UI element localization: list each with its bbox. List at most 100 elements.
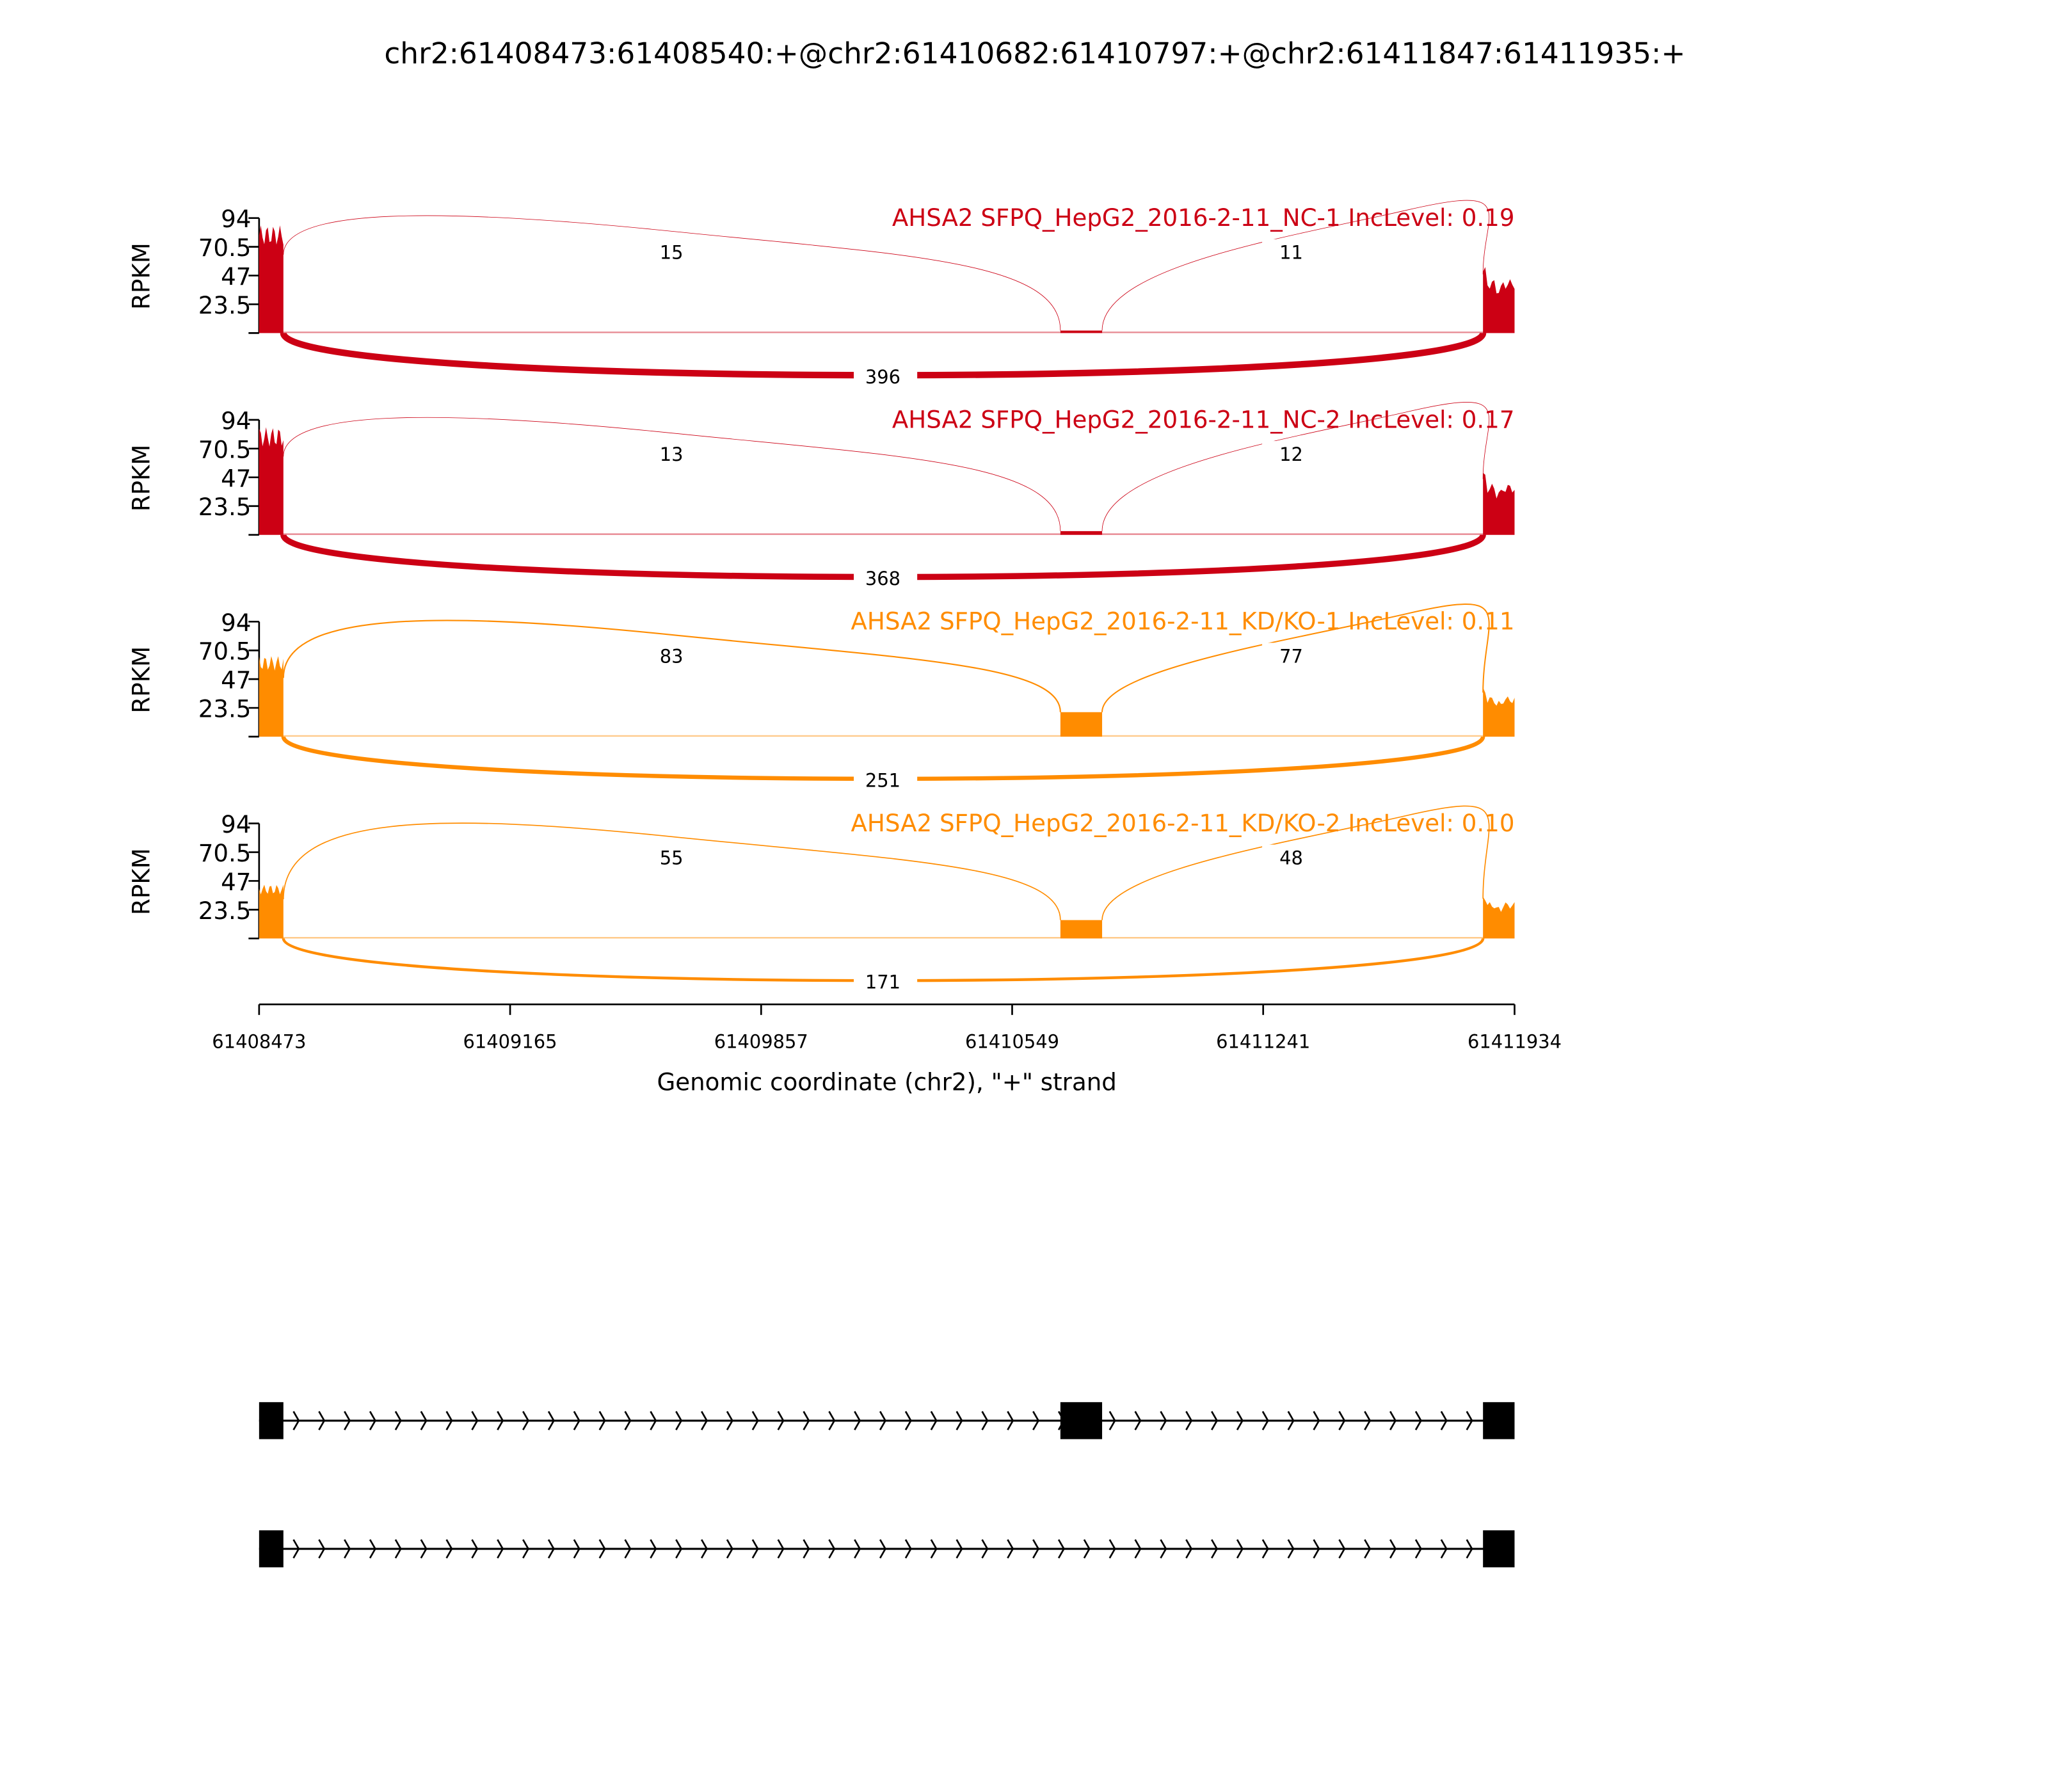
strand-arrow-icon bbox=[445, 1539, 453, 1559]
strand-arrow-icon bbox=[777, 1539, 785, 1559]
strand-arrow-icon bbox=[1083, 1539, 1091, 1559]
exon-box bbox=[1060, 1402, 1103, 1439]
strand-arrow-icon bbox=[726, 1539, 733, 1559]
junction-label-bg bbox=[1262, 441, 1320, 465]
junction-arc bbox=[1101, 402, 1490, 531]
sample-label: AHSA2 SFPQ_HepG2_2016-2-11_NC-1 IncLevel… bbox=[892, 204, 1515, 232]
strand-arrow-icon bbox=[573, 1539, 580, 1559]
junction-arc bbox=[1101, 805, 1490, 920]
strand-arrow-icon bbox=[981, 1411, 989, 1430]
x-axis-label: Genomic coordinate (chr2), "+" strand bbox=[657, 1069, 1116, 1096]
exon-coverage-area bbox=[1060, 920, 1103, 939]
junction-arc bbox=[283, 417, 1061, 531]
strand-arrow-icon bbox=[547, 1411, 555, 1430]
strand-arrow-icon bbox=[1338, 1539, 1346, 1559]
strand-arrow-icon bbox=[904, 1411, 912, 1430]
junction-count-label: 368 bbox=[865, 568, 900, 589]
strand-arrow-icon bbox=[751, 1539, 759, 1559]
exon-coverage-area bbox=[1060, 712, 1103, 737]
strand-arrow-icon bbox=[1389, 1411, 1396, 1430]
strand-arrow-icon bbox=[394, 1411, 402, 1430]
x-tick-label: 61411934 bbox=[1468, 1030, 1562, 1052]
strand-arrow-icon bbox=[573, 1411, 580, 1430]
junction-count-label: 15 bbox=[660, 242, 684, 264]
strand-arrow-icon bbox=[1057, 1539, 1065, 1559]
junction-count-label: 251 bbox=[865, 769, 900, 791]
strand-arrow-icon bbox=[318, 1539, 326, 1559]
strand-arrow-icon bbox=[854, 1411, 861, 1430]
strand-arrow-icon bbox=[879, 1411, 886, 1430]
exon-coverage-area bbox=[1483, 687, 1515, 737]
strand-arrow-icon bbox=[700, 1411, 708, 1430]
strand-arrow-icon bbox=[1211, 1539, 1219, 1559]
strand-arrow-icon bbox=[1364, 1539, 1372, 1559]
exon-coverage-area bbox=[259, 427, 284, 535]
strand-arrow-icon bbox=[1313, 1539, 1320, 1559]
y-axis-label: RPKM bbox=[127, 646, 155, 714]
strand-arrow-icon bbox=[1313, 1411, 1320, 1430]
sample-label: AHSA2 SFPQ_HepG2_2016-2-11_KD/KO-2 IncLe… bbox=[851, 810, 1514, 837]
y-tick-label: 47 bbox=[221, 263, 251, 291]
strand-arrow-icon bbox=[445, 1411, 453, 1430]
junction-label-bg bbox=[1262, 643, 1320, 667]
y-axis-label: RPKM bbox=[127, 848, 155, 915]
y-tick-label: 94 bbox=[221, 407, 251, 435]
junction-label-bg bbox=[854, 362, 918, 389]
junction-label-bg bbox=[642, 239, 701, 263]
strand-arrow-icon bbox=[522, 1411, 530, 1430]
strand-arrow-icon bbox=[1007, 1539, 1014, 1559]
x-tick-label: 61410549 bbox=[965, 1030, 1059, 1052]
exon-coverage-area bbox=[259, 225, 284, 333]
strand-arrow-icon bbox=[879, 1539, 886, 1559]
junction-label-bg bbox=[854, 564, 918, 591]
strand-arrow-icon bbox=[1211, 1411, 1219, 1430]
strand-arrow-icon bbox=[1261, 1411, 1269, 1430]
strand-arrow-icon bbox=[726, 1411, 733, 1430]
junction-count-label: 48 bbox=[1279, 847, 1303, 869]
y-tick-label: 23.5 bbox=[198, 696, 252, 723]
strand-arrow-icon bbox=[292, 1539, 300, 1559]
y-tick-label: 23.5 bbox=[198, 292, 252, 319]
strand-arrow-icon bbox=[1185, 1411, 1193, 1430]
strand-arrow-icon bbox=[420, 1539, 428, 1559]
strand-arrow-icon bbox=[956, 1539, 963, 1559]
x-tick-label: 61408473 bbox=[212, 1030, 306, 1052]
strand-arrow-icon bbox=[803, 1539, 810, 1559]
strand-arrow-icon bbox=[1414, 1411, 1422, 1430]
x-axis: 61408473 61409165 61409857 61410549 61411241… bbox=[212, 1003, 1562, 1052]
exon-coverage-area bbox=[1483, 267, 1515, 333]
strand-arrow-icon bbox=[598, 1411, 606, 1430]
y-tick-label: 70.5 bbox=[198, 638, 252, 666]
gene-model bbox=[259, 1402, 1515, 1567]
sample-label: AHSA2 SFPQ_HepG2_2016-2-11_KD/KO-1 IncLe… bbox=[851, 608, 1514, 636]
strand-arrow-icon bbox=[751, 1411, 759, 1430]
strand-arrow-icon bbox=[930, 1539, 938, 1559]
junction-count-label: 83 bbox=[660, 645, 684, 667]
junction-label-bg bbox=[642, 441, 701, 465]
strand-arrow-icon bbox=[675, 1411, 683, 1430]
strand-arrow-icon bbox=[1466, 1411, 1473, 1430]
strand-arrow-icon bbox=[369, 1411, 376, 1430]
strand-arrow-icon bbox=[1440, 1411, 1448, 1430]
strand-arrow-icon bbox=[1185, 1539, 1193, 1559]
junction-count-label: 55 bbox=[660, 847, 684, 869]
junction-arc bbox=[283, 215, 1061, 331]
transcript bbox=[259, 1402, 1515, 1439]
strand-arrow-icon bbox=[854, 1539, 861, 1559]
strand-arrow-icon bbox=[650, 1539, 657, 1559]
strand-arrow-icon bbox=[956, 1411, 963, 1430]
strand-arrow-icon bbox=[420, 1411, 428, 1430]
y-axis-label: RPKM bbox=[127, 243, 155, 310]
exon-box bbox=[1483, 1530, 1515, 1567]
strand-arrow-icon bbox=[1236, 1539, 1244, 1559]
exon-coverage-area bbox=[1483, 897, 1515, 939]
strand-arrow-icon bbox=[1287, 1411, 1295, 1430]
junction-count-label: 13 bbox=[660, 444, 684, 465]
y-tick-label: 47 bbox=[221, 868, 251, 896]
exon-coverage-area bbox=[259, 656, 284, 737]
junction-label-bg bbox=[854, 765, 918, 792]
strand-arrow-icon bbox=[497, 1411, 504, 1430]
